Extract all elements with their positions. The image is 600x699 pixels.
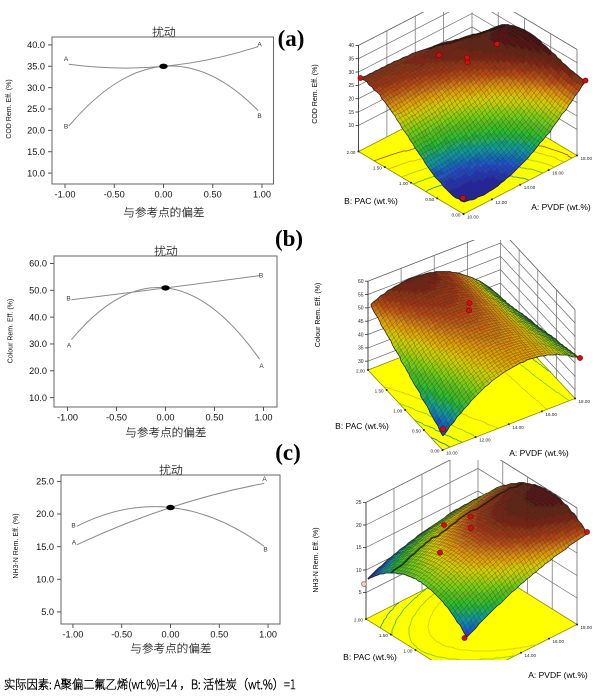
svg-text:2.00: 2.00 bbox=[354, 618, 363, 623]
svg-text:1.50: 1.50 bbox=[379, 633, 388, 638]
svg-text:10.0: 10.0 bbox=[36, 574, 54, 584]
svg-text:A: A bbox=[64, 56, 69, 63]
svg-text:18.00: 18.00 bbox=[579, 399, 591, 404]
svg-text:16.00: 16.00 bbox=[552, 171, 564, 176]
svg-text:-0.50: -0.50 bbox=[111, 630, 132, 640]
svg-text:25.0: 25.0 bbox=[27, 104, 45, 114]
svg-text:20: 20 bbox=[348, 97, 354, 103]
svg-text:2.00: 2.00 bbox=[356, 369, 365, 374]
svg-text:16.00: 16.00 bbox=[545, 412, 557, 417]
svg-text:25.0: 25.0 bbox=[36, 477, 54, 487]
svg-text:0.00: 0.00 bbox=[162, 630, 180, 640]
svg-text:60: 60 bbox=[358, 279, 364, 285]
svg-text:16.00: 16.00 bbox=[553, 639, 565, 644]
svg-text:0.00: 0.00 bbox=[431, 449, 440, 454]
svg-text:60.0: 60.0 bbox=[29, 259, 47, 269]
svg-text:18.00: 18.00 bbox=[581, 625, 593, 630]
svg-text:(c): (c) bbox=[275, 440, 301, 465]
svg-text:40.0: 40.0 bbox=[29, 312, 47, 322]
svg-text:1.00: 1.00 bbox=[404, 649, 413, 654]
svg-text:(a): (a) bbox=[278, 26, 305, 51]
svg-text:B: B bbox=[66, 296, 70, 303]
svg-text:2.00: 2.00 bbox=[347, 150, 356, 155]
svg-text:12.00: 12.00 bbox=[479, 438, 491, 443]
svg-text:30.0: 30.0 bbox=[29, 339, 47, 349]
svg-text:12.00: 12.00 bbox=[495, 200, 507, 205]
svg-text:40.0: 40.0 bbox=[27, 40, 45, 50]
svg-text:0.00: 0.00 bbox=[155, 190, 173, 200]
svg-text:B: B bbox=[64, 124, 68, 131]
svg-text:14.00: 14.00 bbox=[525, 653, 537, 658]
svg-text:40: 40 bbox=[348, 43, 354, 49]
svg-text:NH3-N Rem. Eff. (%): NH3-N Rem. Eff. (%) bbox=[13, 513, 20, 578]
svg-text:20.0: 20.0 bbox=[36, 509, 54, 519]
svg-text:20.0: 20.0 bbox=[27, 126, 45, 136]
svg-text:B: B bbox=[257, 113, 261, 120]
svg-text:Colour Rem. Eff. (%): Colour Rem. Eff. (%) bbox=[8, 299, 15, 363]
svg-text:10: 10 bbox=[348, 123, 354, 129]
svg-text:0.50: 0.50 bbox=[204, 190, 222, 200]
svg-text:50: 50 bbox=[358, 306, 364, 312]
svg-text:18.00: 18.00 bbox=[581, 156, 593, 161]
svg-text:5: 5 bbox=[359, 590, 362, 596]
svg-text:-0.50: -0.50 bbox=[106, 413, 127, 423]
svg-text:A: A bbox=[257, 42, 262, 49]
svg-text:35: 35 bbox=[348, 57, 354, 63]
svg-text:A: A bbox=[72, 540, 77, 547]
svg-text:B: B bbox=[259, 273, 263, 280]
svg-text:55: 55 bbox=[358, 292, 364, 298]
svg-text:1.50: 1.50 bbox=[375, 389, 384, 394]
svg-text:0.50: 0.50 bbox=[210, 630, 228, 640]
svg-text:40: 40 bbox=[358, 332, 364, 338]
svg-text:50.0: 50.0 bbox=[29, 286, 47, 296]
svg-text:15: 15 bbox=[356, 545, 362, 551]
svg-text:B: B bbox=[71, 523, 75, 530]
svg-text:1.50: 1.50 bbox=[373, 166, 382, 171]
svg-text:15.0: 15.0 bbox=[27, 147, 45, 157]
svg-text:1.00: 1.00 bbox=[393, 409, 402, 414]
svg-text:45: 45 bbox=[358, 319, 364, 325]
svg-text:-1.00: -1.00 bbox=[57, 413, 78, 423]
svg-text:1.00: 1.00 bbox=[259, 630, 277, 640]
svg-text:A: A bbox=[262, 476, 267, 483]
svg-text:-0.50: -0.50 bbox=[104, 190, 125, 200]
svg-text:14.00: 14.00 bbox=[524, 185, 536, 190]
svg-text:A: A bbox=[67, 343, 72, 350]
svg-text:10.0: 10.0 bbox=[27, 168, 45, 178]
svg-text:30.0: 30.0 bbox=[27, 83, 45, 93]
svg-text:COD Rem. Eff. (%): COD Rem. Eff. (%) bbox=[6, 79, 13, 138]
svg-text:14.00: 14.00 bbox=[512, 425, 524, 430]
svg-text:(b): (b) bbox=[275, 226, 303, 251]
svg-text:20: 20 bbox=[356, 523, 362, 529]
svg-text:35.0: 35.0 bbox=[27, 61, 45, 71]
svg-text:-1.00: -1.00 bbox=[62, 630, 83, 640]
svg-text:25: 25 bbox=[348, 83, 354, 89]
svg-text:20.0: 20.0 bbox=[29, 366, 47, 376]
svg-text:5.0: 5.0 bbox=[41, 607, 54, 617]
svg-text:25: 25 bbox=[356, 500, 362, 506]
svg-text:0.00: 0.00 bbox=[157, 413, 175, 423]
svg-text:1.00: 1.00 bbox=[255, 413, 273, 423]
svg-text:30: 30 bbox=[348, 70, 354, 76]
svg-text:10.00: 10.00 bbox=[467, 215, 479, 220]
svg-text:0.50: 0.50 bbox=[412, 429, 421, 434]
svg-text:35: 35 bbox=[358, 346, 364, 352]
svg-text:15: 15 bbox=[348, 110, 354, 116]
svg-text:1.00: 1.00 bbox=[253, 190, 271, 200]
svg-text:-1.00: -1.00 bbox=[55, 190, 76, 200]
svg-text:A: A bbox=[259, 363, 264, 370]
svg-text:10.00: 10.00 bbox=[446, 451, 458, 456]
svg-text:0.50: 0.50 bbox=[206, 413, 224, 423]
svg-text:15.0: 15.0 bbox=[36, 542, 54, 552]
svg-text:0.50: 0.50 bbox=[425, 197, 434, 202]
svg-text:10: 10 bbox=[356, 568, 362, 574]
svg-text:0.00: 0.00 bbox=[452, 213, 461, 218]
svg-text:30: 30 bbox=[358, 359, 364, 365]
svg-text:10.0: 10.0 bbox=[29, 393, 47, 403]
svg-text:1.00: 1.00 bbox=[399, 181, 408, 186]
svg-text:B: B bbox=[263, 547, 267, 554]
